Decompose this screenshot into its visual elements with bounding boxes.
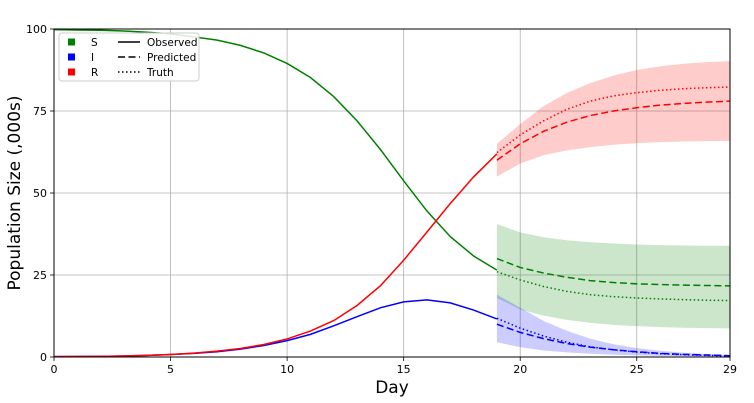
series-R-predicted <box>496 100 731 161</box>
x-tick-label: 25 <box>630 363 644 376</box>
x-tick-label: 20 <box>513 363 527 376</box>
legend-marker-R <box>68 68 75 76</box>
legend-label-I: I <box>91 52 94 64</box>
x-tick-label: 5 <box>167 363 174 376</box>
series-R-truth <box>496 86 731 154</box>
y-tick-label: 100 <box>26 23 47 36</box>
x-tick-label: 10 <box>280 363 294 376</box>
x-tick-label: 29 <box>723 363 737 376</box>
legend-label-observed: Observed <box>147 37 198 49</box>
series-I-truth <box>496 317 731 357</box>
x-tick-label: 15 <box>397 363 411 376</box>
legend-label-predicted: Predicted <box>147 52 196 64</box>
y-axis-title: Population Size (,000s) <box>5 96 25 291</box>
y-tick-label: 25 <box>33 269 47 282</box>
series-S-truth <box>496 271 731 302</box>
x-tick-label: 0 <box>51 363 58 376</box>
x-axis-title: Day <box>375 378 409 398</box>
legend-label-truth: Truth <box>146 67 174 79</box>
legend: SIR Observed Predicted Truth <box>58 32 200 82</box>
y-tick-label: 75 <box>33 105 47 118</box>
series-lines <box>53 28 731 358</box>
confidence-bands <box>496 61 730 357</box>
series-S-predicted <box>496 257 731 287</box>
legend-marker-S <box>68 38 75 46</box>
legend-label-R: R <box>91 67 98 79</box>
band-S <box>496 224 730 329</box>
band-R <box>496 61 730 177</box>
series-S-observed <box>53 28 498 271</box>
y-tick-label: 50 <box>33 187 47 200</box>
axis-ticks: 0 5 10 15 20 25 29 0 25 50 75 100 <box>26 23 737 376</box>
legend-marker-I <box>68 53 75 61</box>
band-I <box>496 294 730 357</box>
series-R-observed <box>53 153 498 358</box>
y-tick-label: 0 <box>40 351 47 364</box>
legend-label-S: S <box>91 37 98 49</box>
